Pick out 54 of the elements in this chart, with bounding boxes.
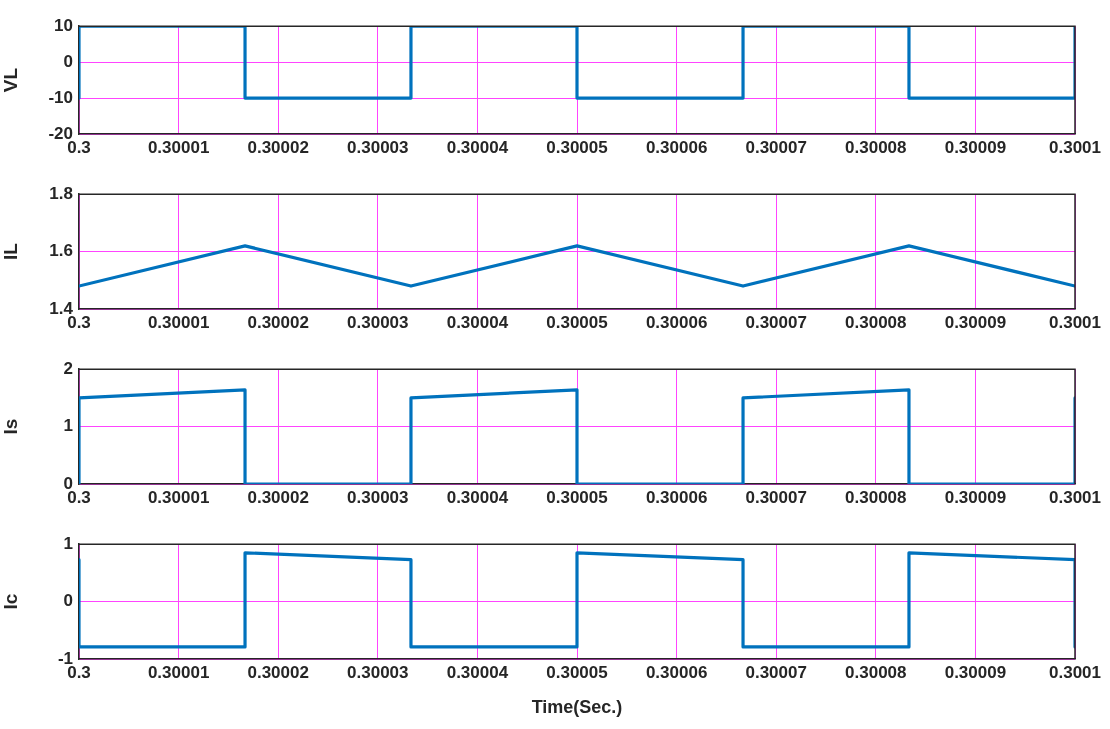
y-tick-label: -10: [48, 87, 73, 107]
y-tick-label: 1.6: [49, 241, 73, 261]
x-tick-label: 0.3001: [1049, 137, 1101, 157]
y-tick-label: 1: [63, 416, 73, 436]
x-tick-label: 0.3001: [1049, 312, 1101, 332]
x-tick-label: 0.30005: [546, 137, 608, 157]
x-tick-label: 0.30006: [645, 137, 708, 157]
x-tick-label: 0.30005: [546, 662, 608, 682]
x-tick-label: 0.30003: [347, 487, 409, 507]
x-tick-label: 0.30008: [845, 137, 907, 157]
x-tick-label: 0.30004: [446, 662, 509, 682]
x-tick-label: 0.30005: [546, 487, 608, 507]
x-tick-label: 0.30001: [147, 487, 210, 507]
x-tick-label: 0.30003: [347, 662, 409, 682]
x-tick-label: 0.30007: [745, 487, 807, 507]
x-tick-label: 0.30003: [347, 312, 409, 332]
x-tick-label: 0.30002: [247, 487, 309, 507]
x-tick-label: 0.30009: [944, 312, 1007, 332]
y-tick-label: 10: [54, 15, 73, 35]
x-tick-label: 0.30004: [446, 487, 509, 507]
x-tick-label: 0.30002: [247, 662, 309, 682]
y-axis-title: IL: [0, 242, 21, 261]
x-tick-label: 0.3001: [1049, 487, 1101, 507]
y-tick-label: 0: [63, 591, 73, 611]
x-axis-title: Time(Sec.): [531, 697, 623, 718]
x-tick-label: 0.30004: [446, 137, 509, 157]
x-tick-label: 0.30007: [745, 662, 807, 682]
y-tick-label: 0: [63, 51, 73, 71]
x-tick-label: 0.30006: [645, 662, 708, 682]
x-tick-label: 0.30009: [944, 487, 1007, 507]
y-tick-label: 2: [63, 358, 73, 378]
y-axis-title: Ic: [0, 593, 21, 610]
x-tick-label: 0.30006: [645, 312, 708, 332]
y-tick-label: 1: [63, 533, 73, 553]
x-tick-label: 0.30008: [845, 487, 907, 507]
x-tick-label: 0.30007: [745, 137, 807, 157]
x-tick-label: 0.30002: [247, 137, 309, 157]
x-tick-label: 0.30001: [147, 662, 210, 682]
x-tick-label: 0.30001: [147, 137, 210, 157]
x-tick-label: 0.30005: [546, 312, 608, 332]
x-tick-label: 0.30002: [247, 312, 309, 332]
x-tick-label: 0.30009: [944, 137, 1007, 157]
x-tick-label: 0.30006: [645, 487, 708, 507]
x-tick-label: 0.30008: [845, 312, 907, 332]
x-tick-label: 0.30004: [446, 312, 509, 332]
y-axis-title: VL: [0, 67, 21, 93]
x-tick-label: 0.30007: [745, 312, 807, 332]
y-tick-label: 1.8: [49, 183, 73, 203]
x-tick-label: 0.30001: [147, 312, 210, 332]
x-tick-label: 0.3001: [1049, 662, 1101, 682]
x-tick-label: 0.30003: [347, 137, 409, 157]
y-axis-title: Is: [0, 418, 21, 435]
x-tick-label: 0.30008: [845, 662, 907, 682]
x-tick-label: 0.30009: [944, 662, 1007, 682]
